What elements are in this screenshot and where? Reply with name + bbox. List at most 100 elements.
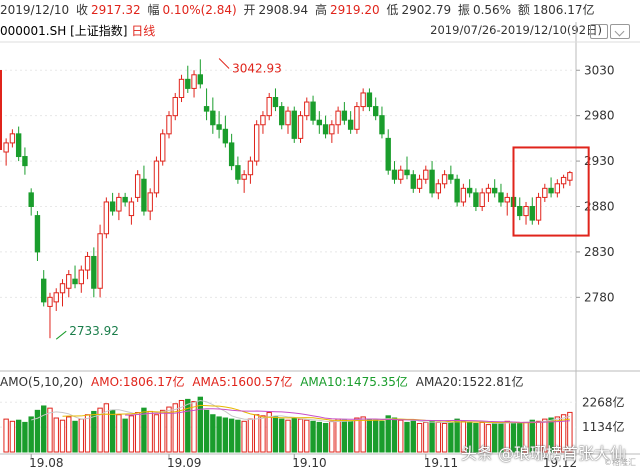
volume-bar — [134, 412, 141, 453]
candle-body — [235, 165, 241, 180]
price-tick-label: 2880 — [584, 200, 615, 214]
candle-body — [341, 110, 348, 121]
ama5-value: AMA5:1600.57亿 — [192, 375, 293, 389]
volume-bar — [423, 421, 429, 453]
volume-bar — [548, 417, 554, 453]
candle-body — [466, 187, 473, 194]
volume-bar — [235, 419, 241, 453]
annotation-pointer — [218, 58, 230, 69]
amo-value: AMO:1806.17亿 — [91, 375, 185, 389]
info-bar: 000001.SH [上证指数] 日线 — [0, 20, 640, 42]
volume-bar — [316, 421, 323, 453]
volume-bar — [304, 419, 310, 453]
candle-body — [147, 192, 153, 212]
x-tick-label: 19.11 — [424, 456, 458, 470]
candle-body — [448, 174, 454, 180]
volume-bar — [247, 418, 254, 453]
volume-bar — [185, 398, 191, 453]
candle-body — [542, 187, 548, 198]
index-name: [上证指数] — [70, 24, 128, 38]
candle-body — [116, 196, 122, 212]
amo-bar: AMO(5,10,20) AMO:1806.17亿 AMA5:1600.57亿 … — [0, 373, 527, 391]
volume-bar — [160, 409, 166, 453]
volume-bar — [153, 414, 160, 453]
volume-bar — [216, 416, 222, 453]
candle-body — [385, 137, 391, 171]
candle-body — [260, 115, 266, 126]
volume-bar — [147, 410, 153, 453]
quote-date: 2019/12/10 — [0, 3, 70, 17]
volume-bar — [441, 423, 448, 453]
volume-bar — [191, 401, 197, 453]
candle-body — [34, 215, 41, 253]
volume-bar — [253, 414, 260, 453]
candle-body — [134, 174, 141, 198]
candle-body — [22, 156, 28, 167]
candle-body — [91, 255, 97, 289]
candle-body — [253, 124, 260, 162]
candle-body — [272, 97, 279, 108]
volume-bar — [310, 420, 316, 453]
candle-body — [279, 106, 285, 126]
candle-body — [560, 176, 567, 185]
candle-body — [172, 97, 178, 117]
candle-body — [166, 115, 172, 135]
volume-bar — [141, 407, 147, 453]
high-value: 2919.20 — [330, 3, 380, 17]
volume-bar — [454, 418, 460, 453]
volume-bar — [41, 405, 47, 453]
change-label: 幅 — [147, 3, 160, 17]
candle-body — [247, 160, 254, 176]
ama20-line — [125, 408, 570, 423]
volume-bar — [517, 423, 523, 453]
high-label: 高 — [314, 3, 327, 17]
candle-body — [548, 187, 554, 194]
volume-bar — [3, 418, 9, 453]
volume-bar — [373, 419, 379, 453]
candle-body — [485, 187, 492, 194]
candle-body — [404, 169, 410, 176]
volume-bar — [485, 424, 492, 453]
ama20-value: AMA20:1522.81亿 — [415, 375, 524, 389]
volume-bar — [335, 418, 341, 453]
close-label: 收 — [76, 3, 89, 17]
volume-bar — [341, 419, 348, 453]
change-value: 0.10%(2.84) — [162, 3, 237, 17]
x-tick-label: 19.08 — [29, 456, 63, 470]
candle-body — [122, 196, 128, 203]
range-toggle-button[interactable] — [590, 24, 608, 39]
volume-tick-label: 1134亿 — [582, 419, 625, 434]
volume-bar — [34, 409, 41, 453]
period-tab[interactable]: 日线 — [131, 24, 156, 38]
volume-bar — [291, 417, 297, 453]
candle-body — [153, 160, 160, 194]
candle-body — [373, 106, 379, 117]
close-value: 2917.32 — [91, 3, 141, 17]
volume-bar — [228, 418, 235, 453]
volume-bar — [416, 423, 423, 453]
amp-value: 0.56% — [472, 3, 512, 17]
volume-bar — [241, 420, 247, 453]
candle-body — [185, 78, 191, 89]
volume-bar — [398, 419, 404, 453]
candle-body — [109, 201, 116, 212]
volume-bar — [222, 417, 229, 453]
volume-bar — [197, 396, 204, 453]
volume-bar — [266, 412, 272, 453]
volume-bar — [272, 416, 279, 453]
amount-value: 1806.17亿 — [532, 3, 595, 17]
candle-body — [517, 206, 523, 217]
corner-mark: ©格隆汇 — [604, 458, 636, 467]
volume-bar — [84, 414, 91, 453]
volume-bar — [203, 409, 210, 453]
volume-bar — [329, 420, 335, 453]
chevron-down-icon[interactable] — [610, 24, 630, 39]
volume-bar — [435, 421, 442, 453]
volume-bar — [354, 417, 360, 453]
volume-bar — [410, 420, 416, 453]
volume-bar — [72, 420, 78, 453]
x-tick-label: 19.10 — [292, 456, 326, 470]
index-code: 000001.SH — [0, 24, 67, 38]
candle-body — [228, 142, 235, 167]
